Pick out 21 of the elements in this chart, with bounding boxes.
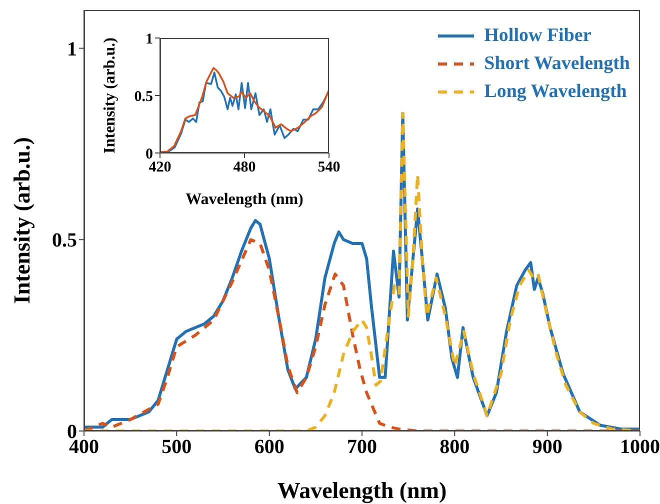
y-axis-title: Intensity (arb.u.)	[10, 137, 34, 304]
y-tick-label: 0.5	[134, 88, 153, 105]
x-tick-label: 600	[254, 436, 284, 458]
x-tick-label: 900	[532, 436, 562, 458]
y-tick-label: 1	[67, 38, 77, 60]
x-tick-label: 700	[347, 436, 377, 458]
y-tick-label: 0	[146, 146, 153, 162]
x-tick-label: 500	[162, 436, 192, 458]
y-tick-label: 1	[146, 31, 153, 48]
x-tick-label: 480	[233, 160, 256, 176]
x-axis-title: Wavelength (nm)	[186, 191, 304, 208]
x-tick-label: 1000	[620, 436, 660, 458]
y-tick-label: 0.5	[52, 230, 77, 252]
legend-label: Hollow Fiber	[484, 25, 592, 47]
x-axis-title: Wavelength (nm)	[277, 478, 447, 504]
x-tick-label: 800	[440, 436, 470, 458]
legend-label: Long Wavelength	[484, 81, 627, 103]
y-axis-title: Intensity (arb.u.)	[102, 37, 118, 154]
x-tick-label: 420	[148, 160, 172, 176]
x-tick-label: 540	[318, 160, 340, 176]
legend-label: Short Wavelength	[484, 53, 630, 75]
